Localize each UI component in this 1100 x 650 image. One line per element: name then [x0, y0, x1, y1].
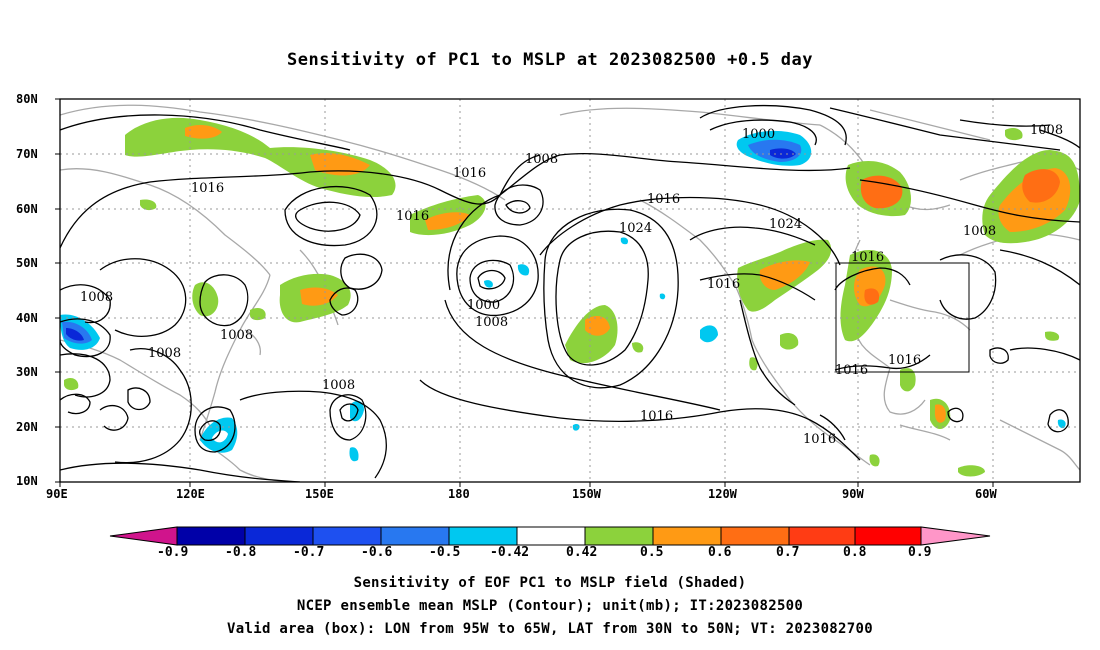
contour-label: 1008	[475, 315, 508, 330]
colorbar-bin	[380, 526, 450, 546]
plot-title: Sensitivity of PC1 to MSLP at 2023082500…	[286, 50, 813, 70]
lon-label: 120E	[176, 487, 205, 501]
colorbar-bin	[584, 526, 654, 546]
colorbar-bin	[244, 526, 314, 546]
contour-label: 1000	[467, 298, 500, 313]
colorbar-tick: 0.9	[908, 545, 932, 560]
contour-label: 1008	[322, 378, 355, 393]
caption-line-2: NCEP ensemble mean MSLP (Contour); unit(…	[296, 598, 804, 614]
contour-label: 1008	[220, 328, 253, 343]
valid-area-box	[835, 262, 970, 373]
lon-label: 90W	[842, 487, 864, 501]
colorbar-bin	[652, 526, 722, 546]
contour-label: 1016	[453, 166, 486, 181]
contour-label: 1016	[803, 432, 836, 447]
lon-label: 150E	[305, 487, 334, 501]
contour-label: 1024	[769, 217, 802, 232]
lon-label: 90E	[46, 487, 68, 501]
contour-label: 1016	[640, 409, 673, 424]
lat-label: 40N	[16, 311, 38, 325]
shading-positive	[64, 117, 1080, 477]
caption-line-1: Sensitivity of EOF PC1 to MSLP field (Sh…	[353, 575, 747, 591]
colorbar-tick: 0.8	[843, 545, 867, 560]
contour-label: 1008	[963, 224, 996, 239]
lat-label: 70N	[16, 147, 38, 161]
colorbar-tick: -0.6	[361, 545, 393, 560]
lat-label: 10N	[16, 474, 38, 488]
colorbar-bin	[854, 526, 922, 546]
lon-label: 120W	[708, 487, 737, 501]
colorbar-bin	[788, 526, 856, 546]
colorbar-tick: -0.7	[293, 545, 325, 560]
contour-label: 1016	[396, 209, 429, 224]
map-frame	[59, 98, 1081, 483]
contour-label: 1016	[647, 192, 680, 207]
colorbar-tick: -0.5	[429, 545, 461, 560]
contour-labels: 1016 1008 1016 1008 1016 1016 1024 1024 …	[80, 123, 1063, 447]
colorbar-tick: 0.42	[566, 545, 598, 560]
colorbar-tick: 0.5	[640, 545, 664, 560]
lat-label: 80N	[16, 92, 38, 106]
contour-label: 1016	[835, 363, 868, 378]
colorbar-tick: 0.7	[776, 545, 800, 560]
colorbar-bin	[312, 526, 382, 546]
colorbar-extend-high	[920, 526, 991, 546]
contour-label: 1000	[742, 127, 775, 142]
contour-label: 1008	[1030, 123, 1063, 138]
shading-negative	[60, 130, 1066, 462]
contour-label: 1016	[851, 250, 884, 265]
contour-label: 1008	[80, 290, 113, 305]
lat-label: 50N	[16, 256, 38, 270]
colorbar-bin	[448, 526, 518, 546]
caption-line-3: Valid area (box): LON from 95W to 65W, L…	[227, 621, 873, 637]
contour-label: 1008	[148, 346, 181, 361]
colorbar-bin	[176, 526, 246, 546]
axis-ticks	[55, 98, 994, 487]
colorbar-extend-low	[109, 526, 178, 546]
colorbar-tick: -0.8	[225, 545, 257, 560]
lon-label: 150W	[572, 487, 601, 501]
lon-label: 180	[448, 487, 470, 501]
contour-label: 1024	[619, 221, 652, 236]
lat-label: 20N	[16, 420, 38, 434]
contour-label: 1016	[888, 353, 921, 368]
contour-label: 1008	[525, 152, 558, 167]
mslp-contours	[60, 104, 1080, 482]
contour-label: 1016	[707, 277, 740, 292]
colorbar-bin	[516, 526, 586, 546]
lon-label: 60W	[975, 487, 997, 501]
colorbar-tick: 0.6	[708, 545, 732, 560]
lat-label: 60N	[16, 202, 38, 216]
lat-label: 30N	[16, 365, 38, 379]
colorbar-bin	[720, 526, 790, 546]
colorbar	[109, 526, 991, 546]
colorbar-tick: -0.9	[157, 545, 189, 560]
contour-label: 1016	[191, 181, 224, 196]
colorbar-tick: -0.42	[490, 545, 530, 560]
